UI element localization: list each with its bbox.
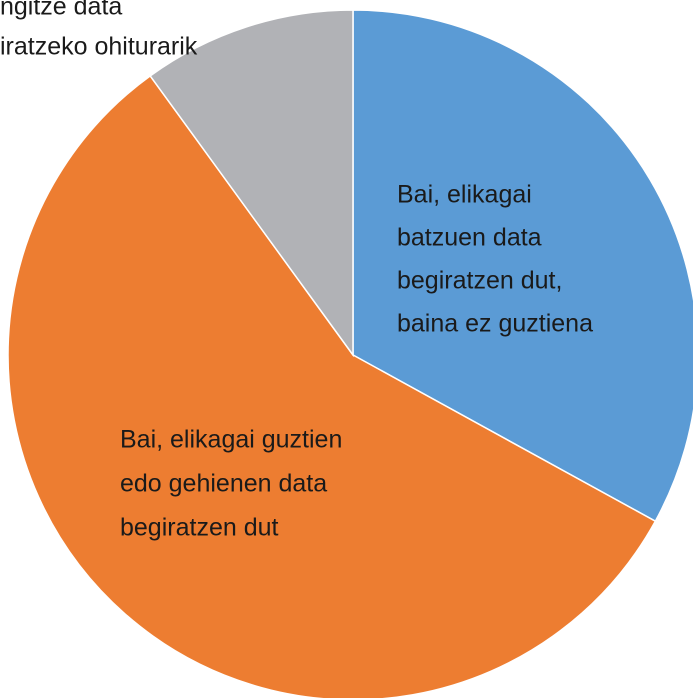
- slice-label: batzuen data: [397, 224, 542, 252]
- slice-label: Bai, elikagai guztien: [120, 426, 342, 454]
- slice-label: begiratzen dut,: [397, 267, 562, 295]
- slice-label: baina ez guztiena: [397, 310, 593, 338]
- slice-label: edo gehienen data: [120, 470, 327, 498]
- pie-slice: [352, 9, 693, 523]
- pie-slice: [149, 9, 354, 358]
- pie-slice: [7, 74, 657, 698]
- slice-label: Bai, elikagai: [397, 181, 532, 209]
- slice-label: begiratzen dut: [120, 514, 279, 542]
- slice-label: ngitze data: [0, 0, 122, 21]
- slice-label: iratzeko ohiturarik: [0, 33, 198, 61]
